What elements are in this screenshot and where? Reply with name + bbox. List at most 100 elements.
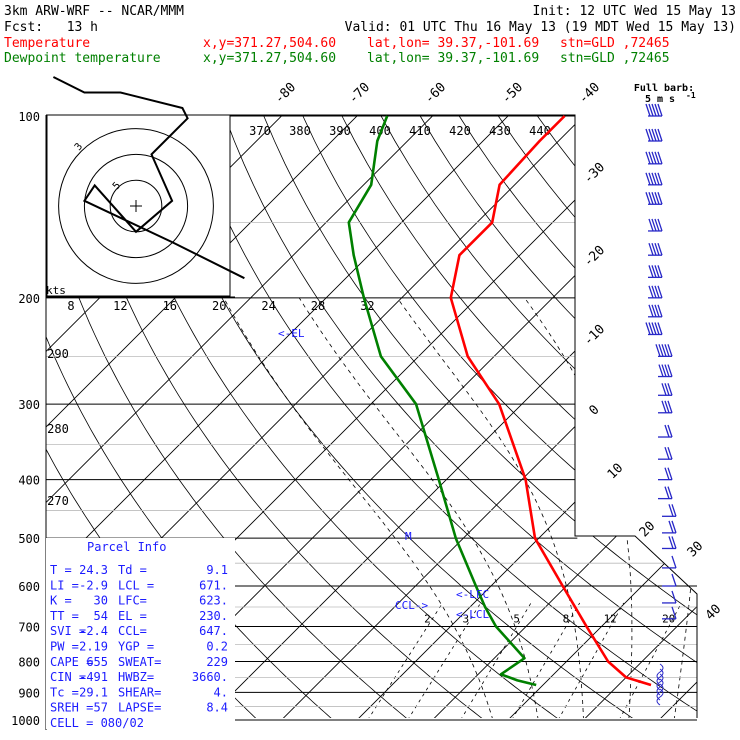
wind-barb [658, 383, 673, 396]
isotherm-line [343, 115, 697, 718]
wind-barb [662, 573, 677, 587]
dry-adiabat-line [0, 116, 42, 733]
isotherm-line [570, 115, 697, 718]
parcel-info-key: PW = [50, 640, 79, 654]
wind-barb-flag [645, 322, 651, 335]
wind-barb [648, 242, 663, 256]
sounding-annotations: <-EL <-LFC <-LCL CCL-> M [278, 327, 489, 621]
wind-barb-flag [657, 192, 663, 205]
parcel-info-key: SWEAT= [118, 655, 161, 669]
isotherm-line [419, 115, 697, 718]
wind-barb [648, 265, 663, 279]
wind-barb [662, 520, 677, 534]
wind-barb-flag [651, 285, 657, 299]
wind-barb [645, 192, 663, 205]
isotherm-label: -70 [346, 80, 373, 107]
parcel-info-key: T = [50, 563, 72, 577]
wind-barb-flag [645, 103, 651, 117]
lcl-annotation: <-LCL [456, 608, 489, 621]
parcel-info-value: 29.1 [79, 685, 108, 699]
isotherm-label: -40 [576, 80, 603, 107]
wind-barb-flag [661, 344, 667, 357]
hodograph-trace [52, 76, 245, 280]
wind-barb [662, 590, 677, 604]
parcel-info-value: -2.9 [79, 578, 108, 592]
wind-barb-flag [651, 242, 657, 256]
wind-barb [662, 536, 677, 550]
lfc-annotation: <-LFC [456, 588, 489, 601]
wind-barb-flag [667, 344, 673, 357]
forecast-label: Fcst: [4, 20, 43, 35]
wind-barb [655, 344, 673, 358]
wind-barb-flag [648, 128, 654, 142]
mixing-ratio-label: 12 [604, 612, 617, 625]
wind-barb-flag [645, 172, 651, 186]
pressure-label: 600 [18, 580, 40, 594]
wind-barb-flag [654, 172, 660, 186]
wind-barb [656, 663, 664, 681]
wind-barb-flag [654, 265, 660, 278]
wind-barb [662, 504, 677, 517]
dry-adiabat-line [341, 115, 697, 718]
theta-label: 420 [449, 124, 471, 138]
parcel-info-key: K = [50, 594, 72, 608]
parcel-info-value: 671. [199, 578, 228, 592]
pressure-label: 400 [18, 474, 40, 488]
mixing-ratio-line [618, 602, 682, 718]
wind-barb-flag [671, 606, 677, 620]
pressure-label: 200 [18, 292, 40, 306]
isotherm-line [46, 115, 522, 718]
wind-barb-flag [667, 400, 673, 413]
forecast-hour: 13 h [67, 20, 98, 35]
legend-temperature-xy: x,y=371.27,504.60 [203, 36, 336, 51]
wind-barb-flag [648, 218, 654, 232]
parcel-info-key: CAPE = [50, 655, 93, 669]
wind-barb-flag [668, 520, 674, 534]
wind-barb-flag [651, 103, 657, 117]
wind-barb [658, 486, 673, 500]
dry-adiabat-line [380, 115, 697, 718]
theta-label: 440 [529, 124, 551, 138]
isotherm-line [722, 103, 740, 733]
parcel-info-value: -2.4 [79, 624, 108, 638]
isotherm-label: -60 [422, 80, 449, 107]
dry-adiabat-line [263, 115, 697, 718]
hodograph-speed-label: 8 [67, 299, 74, 313]
wind-barb-flag [648, 304, 654, 317]
parcel-info-value: 8.4 [206, 701, 228, 715]
mixing-ratio-line [407, 602, 482, 718]
wind-barb-flag [664, 383, 670, 396]
hodograph-ring-label: 5 [111, 180, 123, 192]
moist-adiabat-line [396, 297, 584, 718]
valid-time: Valid: 01 UTC Thu 16 May 13 (19 MDT Wed … [345, 20, 736, 35]
parcel-info-key: LI = [50, 578, 79, 592]
barb-legend-title: Full barb: [634, 83, 694, 94]
wind-barb-flag [654, 322, 660, 335]
parcel-info-value: 230. [199, 609, 228, 623]
wind-barb-flag [651, 218, 657, 232]
isotherm-label: -10 [581, 322, 608, 349]
isotherm-line [46, 115, 371, 718]
wind-barb [648, 218, 663, 232]
isotherm-line [192, 115, 697, 718]
wind-barb [656, 683, 664, 701]
wind-barb [658, 446, 673, 460]
init-time: Init: 12 UTC Wed 15 May 13 [533, 4, 737, 19]
mixing-ratio-line [511, 602, 581, 718]
hodograph: kts 538 12 16 20 24 28 32 [46, 76, 375, 313]
wind-barb-flag [671, 520, 677, 534]
wind-barb-flag [667, 424, 673, 438]
wind-barb-flag [651, 304, 657, 317]
legend-dewpoint-stn: stn=GLD ,72465 [560, 51, 670, 66]
dry-adiabat-line [693, 115, 697, 718]
wind-barb-flag [648, 322, 654, 335]
parcel-info-key: SREH = [50, 701, 93, 715]
parcel-info-key: SHEAR= [118, 685, 161, 699]
parcel-info-panel: Parcel Info T = 24.3 Td = 9.1 LI = -2.9 LCL = 6… [46, 538, 235, 730]
dry-adiabat-line [576, 115, 697, 718]
pressure-label: 900 [18, 686, 40, 700]
wind-barb-flag [657, 172, 663, 186]
parcel-info-key: CCL= [118, 624, 147, 638]
theta-label: 430 [489, 124, 511, 138]
wind-barb-flag [648, 285, 654, 299]
